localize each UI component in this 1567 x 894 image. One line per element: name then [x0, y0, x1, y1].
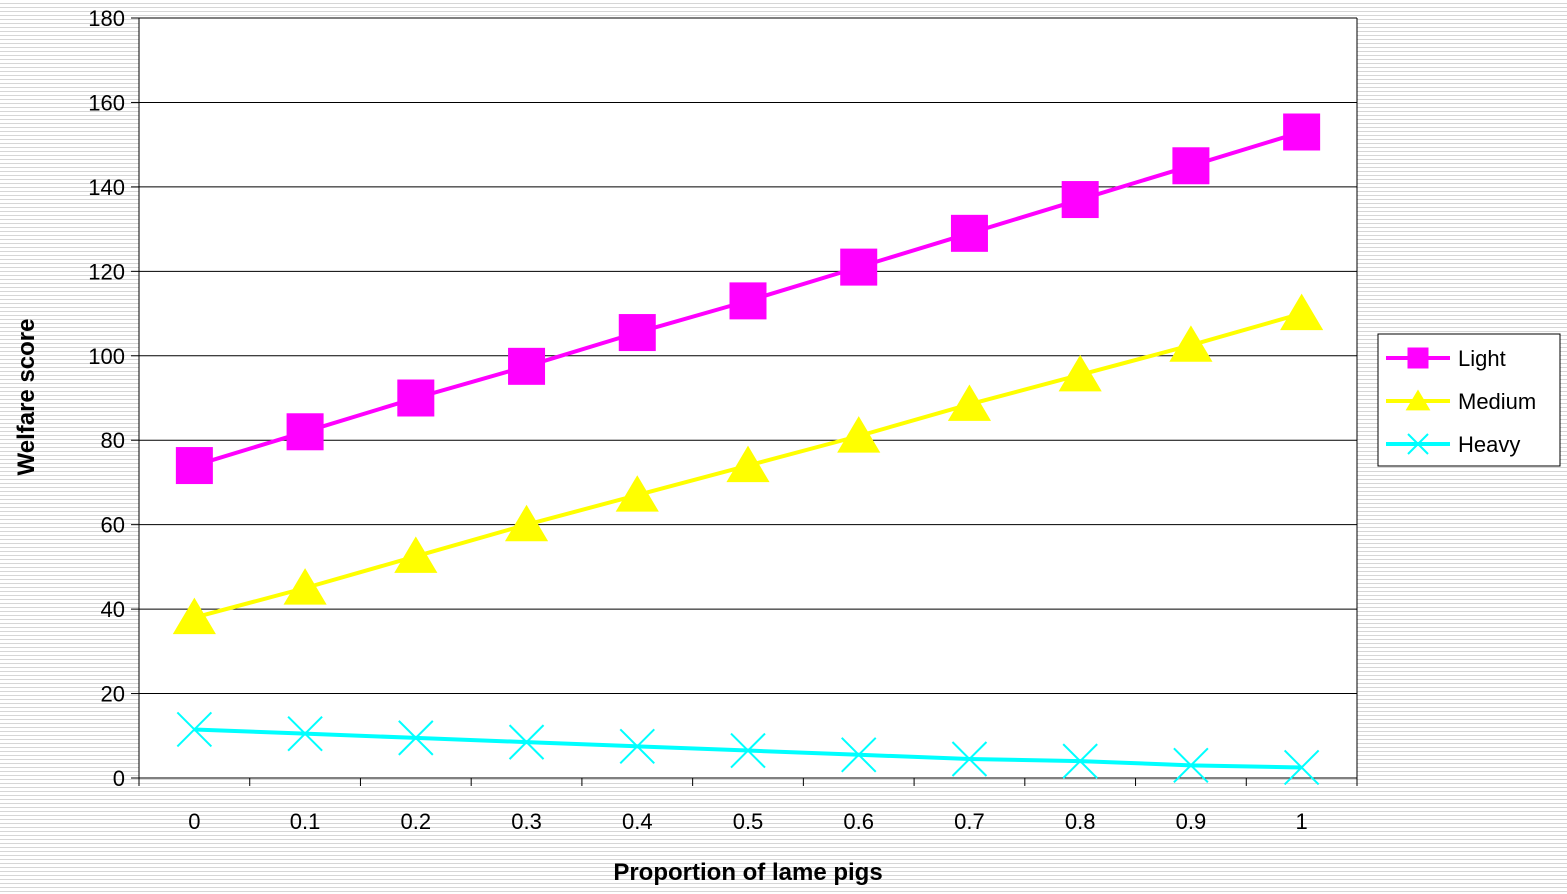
x-tick-label: 0.1 [290, 809, 321, 834]
x-axis-title: Proportion of lame pigs [613, 859, 882, 886]
data-point-triangle [394, 536, 438, 573]
data-point-x [1062, 743, 1098, 779]
data-point-triangle [947, 384, 992, 421]
data-point-x [398, 720, 434, 756]
legend-entry-light: Light [1386, 346, 1506, 371]
tick-labels: 0 20 40 60 80 100 120 140 160 180 0 0.1 0.2 0.3 0.4 0.5… [88, 6, 1307, 834]
series-medium [172, 293, 1324, 635]
plot-area [139, 18, 1357, 778]
legend-label: Light [1458, 346, 1506, 371]
axes [131, 17, 1358, 786]
y-tick-label: 80 [101, 428, 125, 453]
data-point-triangle [1058, 354, 1102, 392]
data-point-square [175, 447, 213, 485]
legend: Light Medium Heavy [1377, 333, 1561, 467]
series-layer [172, 113, 1324, 786]
data-point-square [1172, 147, 1210, 185]
data-point-square [397, 379, 435, 417]
data-point-triangle [504, 504, 549, 542]
data-point-x [287, 715, 323, 752]
y-tick-label: 180 [88, 6, 125, 31]
y-tick-label: 60 [101, 513, 125, 538]
data-point-square [840, 248, 878, 286]
y-tick-label: 100 [88, 344, 125, 369]
y-tick-label: 0 [113, 766, 125, 791]
y-tick-label: 40 [101, 597, 125, 622]
legend-label: Heavy [1458, 432, 1520, 457]
data-point-square [1407, 347, 1429, 369]
data-point-x [841, 737, 877, 773]
data-point-square [618, 314, 656, 352]
x-tick-label: 0.7 [954, 809, 985, 834]
x-tick-label: 0 [188, 809, 200, 834]
x-tick-label: 0.5 [733, 809, 764, 834]
y-tick-label: 160 [88, 90, 125, 115]
data-point-x [1407, 433, 1429, 455]
y-axis-title: Welfare score [13, 319, 40, 476]
data-point-square [508, 347, 546, 385]
data-point-x [619, 728, 655, 765]
data-point-triangle [283, 568, 327, 605]
y-tick-label: 20 [101, 682, 125, 707]
series-light [175, 113, 1321, 485]
x-tick-label: 0.4 [622, 809, 653, 834]
data-point-square [729, 282, 767, 320]
data-point-square [1283, 113, 1321, 151]
data-point-triangle [172, 597, 216, 635]
x-tick-label: 0.2 [401, 809, 432, 834]
series-heavy [176, 711, 1320, 786]
data-point-triangle [726, 445, 770, 483]
y-tick-label: 120 [88, 259, 125, 284]
data-point-x [1173, 747, 1209, 784]
y-tick-label: 140 [88, 175, 125, 200]
gridlines [139, 17, 1357, 695]
data-point-x [730, 732, 766, 769]
data-point-triangle [615, 475, 659, 512]
x-tick-label: 0.8 [1065, 809, 1096, 834]
x-tick-label: 0.9 [1176, 809, 1207, 834]
data-point-square [1061, 181, 1099, 219]
legend-label: Medium [1458, 389, 1536, 414]
x-tick-label: 0.6 [843, 809, 874, 834]
data-point-square [950, 214, 988, 252]
data-point-x [1283, 749, 1320, 786]
legend-entry-medium: Medium [1386, 389, 1536, 414]
data-point-triangle [1280, 293, 1324, 331]
data-point-triangle [1405, 389, 1431, 411]
data-point-x [508, 724, 545, 760]
x-tick-label: 0.3 [511, 809, 542, 834]
data-point-x [176, 711, 213, 748]
legend-entry-heavy: Heavy [1386, 432, 1520, 457]
x-tick-label: 1 [1296, 809, 1308, 834]
data-point-square [286, 413, 324, 451]
data-point-x [951, 741, 988, 777]
data-point-triangle [837, 416, 881, 453]
data-point-triangle [1169, 325, 1213, 362]
